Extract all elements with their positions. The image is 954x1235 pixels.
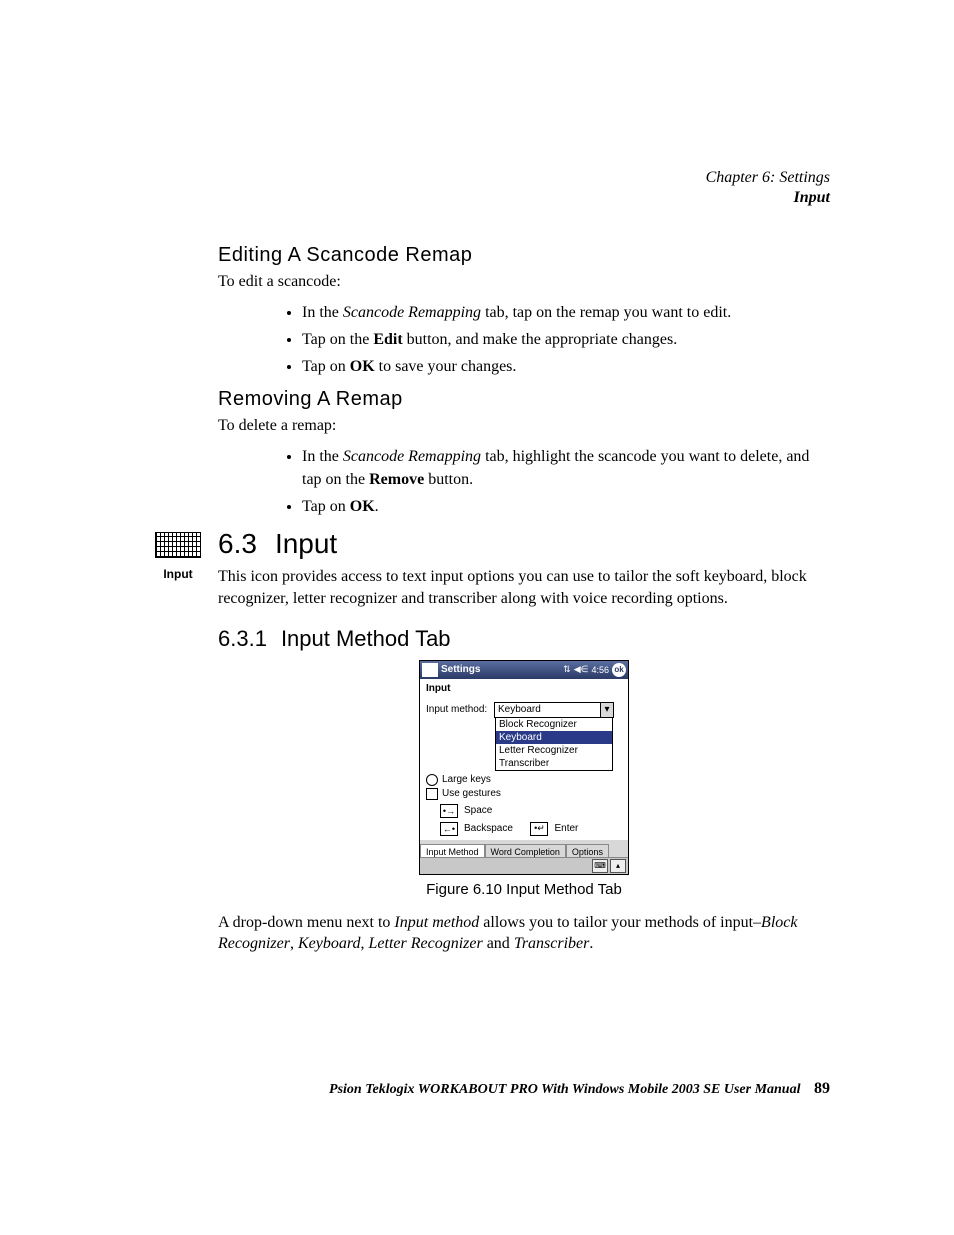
device-tab[interactable]: Options <box>566 844 609 858</box>
heading-removing-remap: Removing A Remap <box>218 388 830 411</box>
use-gestures-checkbox[interactable] <box>426 788 438 800</box>
figure-input-method-device: Settings ⇅ ◀∈ 4:56 ok Input Input method… <box>419 660 629 875</box>
use-gestures-label: Use gestures <box>442 788 501 799</box>
backspace-gesture-icon: ←• <box>440 822 458 836</box>
para-remove-lead: To delete a remap: <box>218 415 830 437</box>
large-keys-label: Large keys <box>442 774 491 785</box>
heading-6-3-input: 6.3Input <box>218 528 830 560</box>
input-method-combo[interactable]: Keyboard ▾ Block RecognizerKeyboardLette… <box>494 702 614 718</box>
input-method-dropdown[interactable]: Block RecognizerKeyboardLetter Recognize… <box>495 717 613 771</box>
dropdown-option[interactable]: Letter Recognizer <box>496 744 612 757</box>
device-tabstrip: Input MethodWord CompletionOptions <box>420 840 628 858</box>
list-item: Tap on OK. <box>302 495 830 518</box>
dropdown-option[interactable]: Keyboard <box>496 731 612 744</box>
input-method-label: Input method: <box>426 704 494 715</box>
clock-text: 4:56 <box>591 665 609 675</box>
connectivity-icon[interactable]: ⇅ <box>563 664 571 675</box>
figure-caption: Figure 6.10 Input Method Tab <box>218 881 830 898</box>
margin-input-icon: Input <box>148 532 208 581</box>
device-tab[interactable]: Input Method <box>420 844 485 858</box>
sip-keyboard-icon[interactable]: ⌨ <box>592 859 608 873</box>
list-remove-steps: In the Scancode Remapping tab, highlight… <box>218 445 830 519</box>
chevron-down-icon[interactable]: ▾ <box>600 703 613 717</box>
footer-text: Psion Teklogix WORKABOUT PRO With Window… <box>329 1082 800 1097</box>
ok-button[interactable]: ok <box>612 663 626 677</box>
titlebar-title: Settings <box>441 664 480 675</box>
start-flag-icon[interactable] <box>422 663 438 677</box>
list-edit-steps: In the Scancode Remapping tab, tap on th… <box>218 301 830 379</box>
enter-gesture-label: Enter <box>554 823 578 834</box>
combo-selected: Keyboard <box>495 703 613 717</box>
list-item: Tap on OK to save your changes. <box>302 355 830 378</box>
margin-icon-label: Input <box>148 567 208 581</box>
backspace-gesture-label: Backspace <box>464 823 513 834</box>
space-gesture-label: Space <box>464 805 492 816</box>
running-header: Chapter 6: Settings Input <box>150 168 830 208</box>
sip-up-icon[interactable]: ▴ <box>610 859 626 873</box>
dropdown-option[interactable]: Transcriber <box>496 757 612 770</box>
list-item: In the Scancode Remapping tab, highlight… <box>302 445 830 491</box>
volume-icon[interactable]: ◀∈ <box>574 664 589 675</box>
para-after-figure: A drop-down menu next to Input method al… <box>218 912 830 955</box>
list-item: Tap on the Edit button, and make the app… <box>302 328 830 351</box>
heading-editing-scancode: Editing A Scancode Remap <box>218 244 830 267</box>
running-header-chapter: Chapter 6: Settings <box>150 168 830 188</box>
para-6-3-body: This icon provides access to text input … <box>218 566 830 609</box>
list-item: In the Scancode Remapping tab, tap on th… <box>302 301 830 324</box>
page-footer: Psion Teklogix WORKABOUT PRO With Window… <box>150 1080 830 1098</box>
device-titlebar: Settings ⇅ ◀∈ 4:56 ok <box>420 661 628 679</box>
space-gesture-icon: •→ <box>440 804 458 818</box>
device-panel: Input method: Keyboard ▾ Block Recognize… <box>420 696 628 874</box>
para-edit-lead: To edit a scancode: <box>218 271 830 293</box>
keyboard-icon <box>155 532 201 558</box>
dropdown-option[interactable]: Block Recognizer <box>496 718 612 731</box>
large-keys-radio[interactable] <box>426 774 438 786</box>
heading-6-3-1: 6.3.1Input Method Tab <box>218 626 830 652</box>
device-subheading: Input <box>420 679 628 696</box>
device-tab[interactable]: Word Completion <box>485 844 566 858</box>
page-number: 89 <box>814 1080 830 1097</box>
enter-gesture-icon: •↵ <box>530 822 548 836</box>
device-bottombar: ⌨ ▴ <box>420 857 628 874</box>
running-header-section: Input <box>150 188 830 208</box>
